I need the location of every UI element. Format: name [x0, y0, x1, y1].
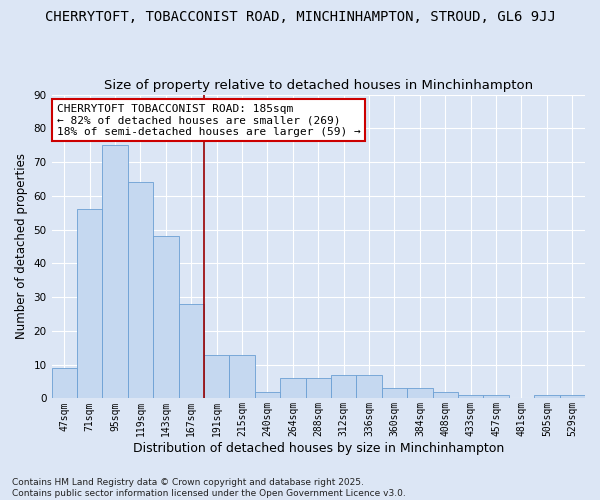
Y-axis label: Number of detached properties: Number of detached properties: [15, 154, 28, 340]
Text: Contains HM Land Registry data © Crown copyright and database right 2025.
Contai: Contains HM Land Registry data © Crown c…: [12, 478, 406, 498]
Bar: [331, 375, 356, 398]
Bar: [433, 392, 458, 398]
Bar: [280, 378, 305, 398]
Bar: [204, 354, 229, 399]
Bar: [128, 182, 153, 398]
Bar: [52, 368, 77, 398]
Text: CHERRYTOFT, TOBACCONIST ROAD, MINCHINHAMPTON, STROUD, GL6 9JJ: CHERRYTOFT, TOBACCONIST ROAD, MINCHINHAM…: [44, 10, 556, 24]
Bar: [534, 395, 560, 398]
Bar: [305, 378, 331, 398]
Bar: [382, 388, 407, 398]
X-axis label: Distribution of detached houses by size in Minchinhampton: Distribution of detached houses by size …: [133, 442, 504, 455]
Bar: [153, 236, 179, 398]
Bar: [229, 354, 255, 399]
Bar: [356, 375, 382, 398]
Title: Size of property relative to detached houses in Minchinhampton: Size of property relative to detached ho…: [104, 79, 533, 92]
Bar: [255, 392, 280, 398]
Bar: [458, 395, 484, 398]
Text: CHERRYTOFT TOBACCONIST ROAD: 185sqm
← 82% of detached houses are smaller (269)
1: CHERRYTOFT TOBACCONIST ROAD: 185sqm ← 82…: [57, 104, 361, 137]
Bar: [179, 304, 204, 398]
Bar: [407, 388, 433, 398]
Bar: [560, 395, 585, 398]
Bar: [103, 145, 128, 399]
Bar: [484, 395, 509, 398]
Bar: [77, 210, 103, 398]
